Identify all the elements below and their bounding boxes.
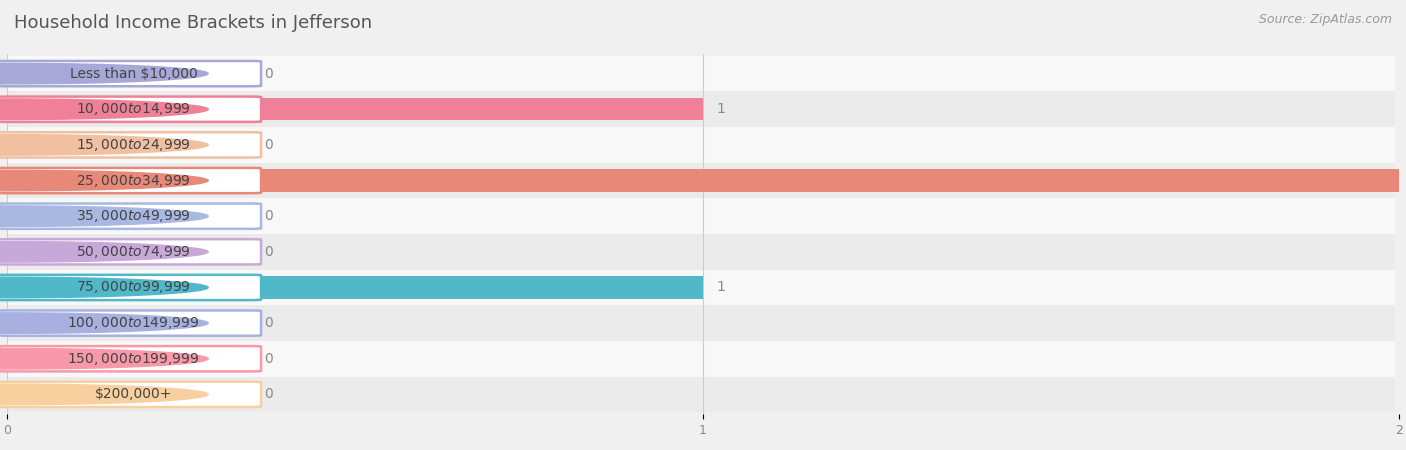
Circle shape [0, 242, 208, 262]
Circle shape [0, 384, 208, 405]
Circle shape [0, 63, 208, 84]
FancyBboxPatch shape [0, 341, 1395, 377]
Circle shape [0, 277, 208, 298]
Circle shape [0, 99, 208, 120]
FancyBboxPatch shape [0, 275, 262, 300]
Text: 0: 0 [264, 316, 273, 330]
FancyBboxPatch shape [0, 239, 262, 265]
Text: 1: 1 [717, 102, 725, 116]
Text: $200,000+: $200,000+ [96, 387, 173, 401]
Bar [7, 98, 703, 120]
Text: $75,000 to $99,999: $75,000 to $99,999 [76, 279, 191, 296]
Text: Source: ZipAtlas.com: Source: ZipAtlas.com [1258, 14, 1392, 27]
Text: 0: 0 [264, 245, 273, 259]
FancyBboxPatch shape [0, 163, 1395, 198]
FancyBboxPatch shape [0, 56, 1395, 91]
Text: $25,000 to $34,999: $25,000 to $34,999 [76, 172, 191, 189]
Circle shape [0, 135, 208, 155]
Circle shape [0, 170, 208, 191]
FancyBboxPatch shape [0, 127, 1395, 163]
FancyBboxPatch shape [0, 305, 1395, 341]
Circle shape [0, 206, 208, 226]
Text: 1: 1 [717, 280, 725, 294]
FancyBboxPatch shape [0, 198, 1395, 234]
FancyBboxPatch shape [0, 61, 262, 86]
FancyBboxPatch shape [0, 97, 262, 122]
FancyBboxPatch shape [0, 382, 262, 407]
FancyBboxPatch shape [0, 310, 262, 336]
Text: $35,000 to $49,999: $35,000 to $49,999 [76, 208, 191, 224]
FancyBboxPatch shape [0, 168, 262, 193]
Text: $15,000 to $24,999: $15,000 to $24,999 [76, 137, 191, 153]
Text: 0: 0 [264, 352, 273, 366]
Text: 0: 0 [264, 67, 273, 81]
Text: 0: 0 [264, 387, 273, 401]
FancyBboxPatch shape [0, 234, 1395, 270]
FancyBboxPatch shape [0, 346, 262, 371]
Text: Less than $10,000: Less than $10,000 [70, 67, 198, 81]
Text: $100,000 to $149,999: $100,000 to $149,999 [67, 315, 200, 331]
Bar [7, 170, 1399, 192]
Text: Household Income Brackets in Jefferson: Household Income Brackets in Jefferson [14, 14, 373, 32]
Text: 0: 0 [264, 209, 273, 223]
FancyBboxPatch shape [0, 377, 1395, 412]
Text: $150,000 to $199,999: $150,000 to $199,999 [67, 351, 200, 367]
Circle shape [0, 313, 208, 333]
FancyBboxPatch shape [0, 270, 1395, 305]
FancyBboxPatch shape [0, 132, 262, 157]
Text: 0: 0 [264, 138, 273, 152]
Bar [7, 276, 703, 298]
Text: $10,000 to $14,999: $10,000 to $14,999 [76, 101, 191, 117]
Circle shape [0, 348, 208, 369]
FancyBboxPatch shape [0, 203, 262, 229]
FancyBboxPatch shape [0, 91, 1395, 127]
Text: $50,000 to $74,999: $50,000 to $74,999 [76, 244, 191, 260]
